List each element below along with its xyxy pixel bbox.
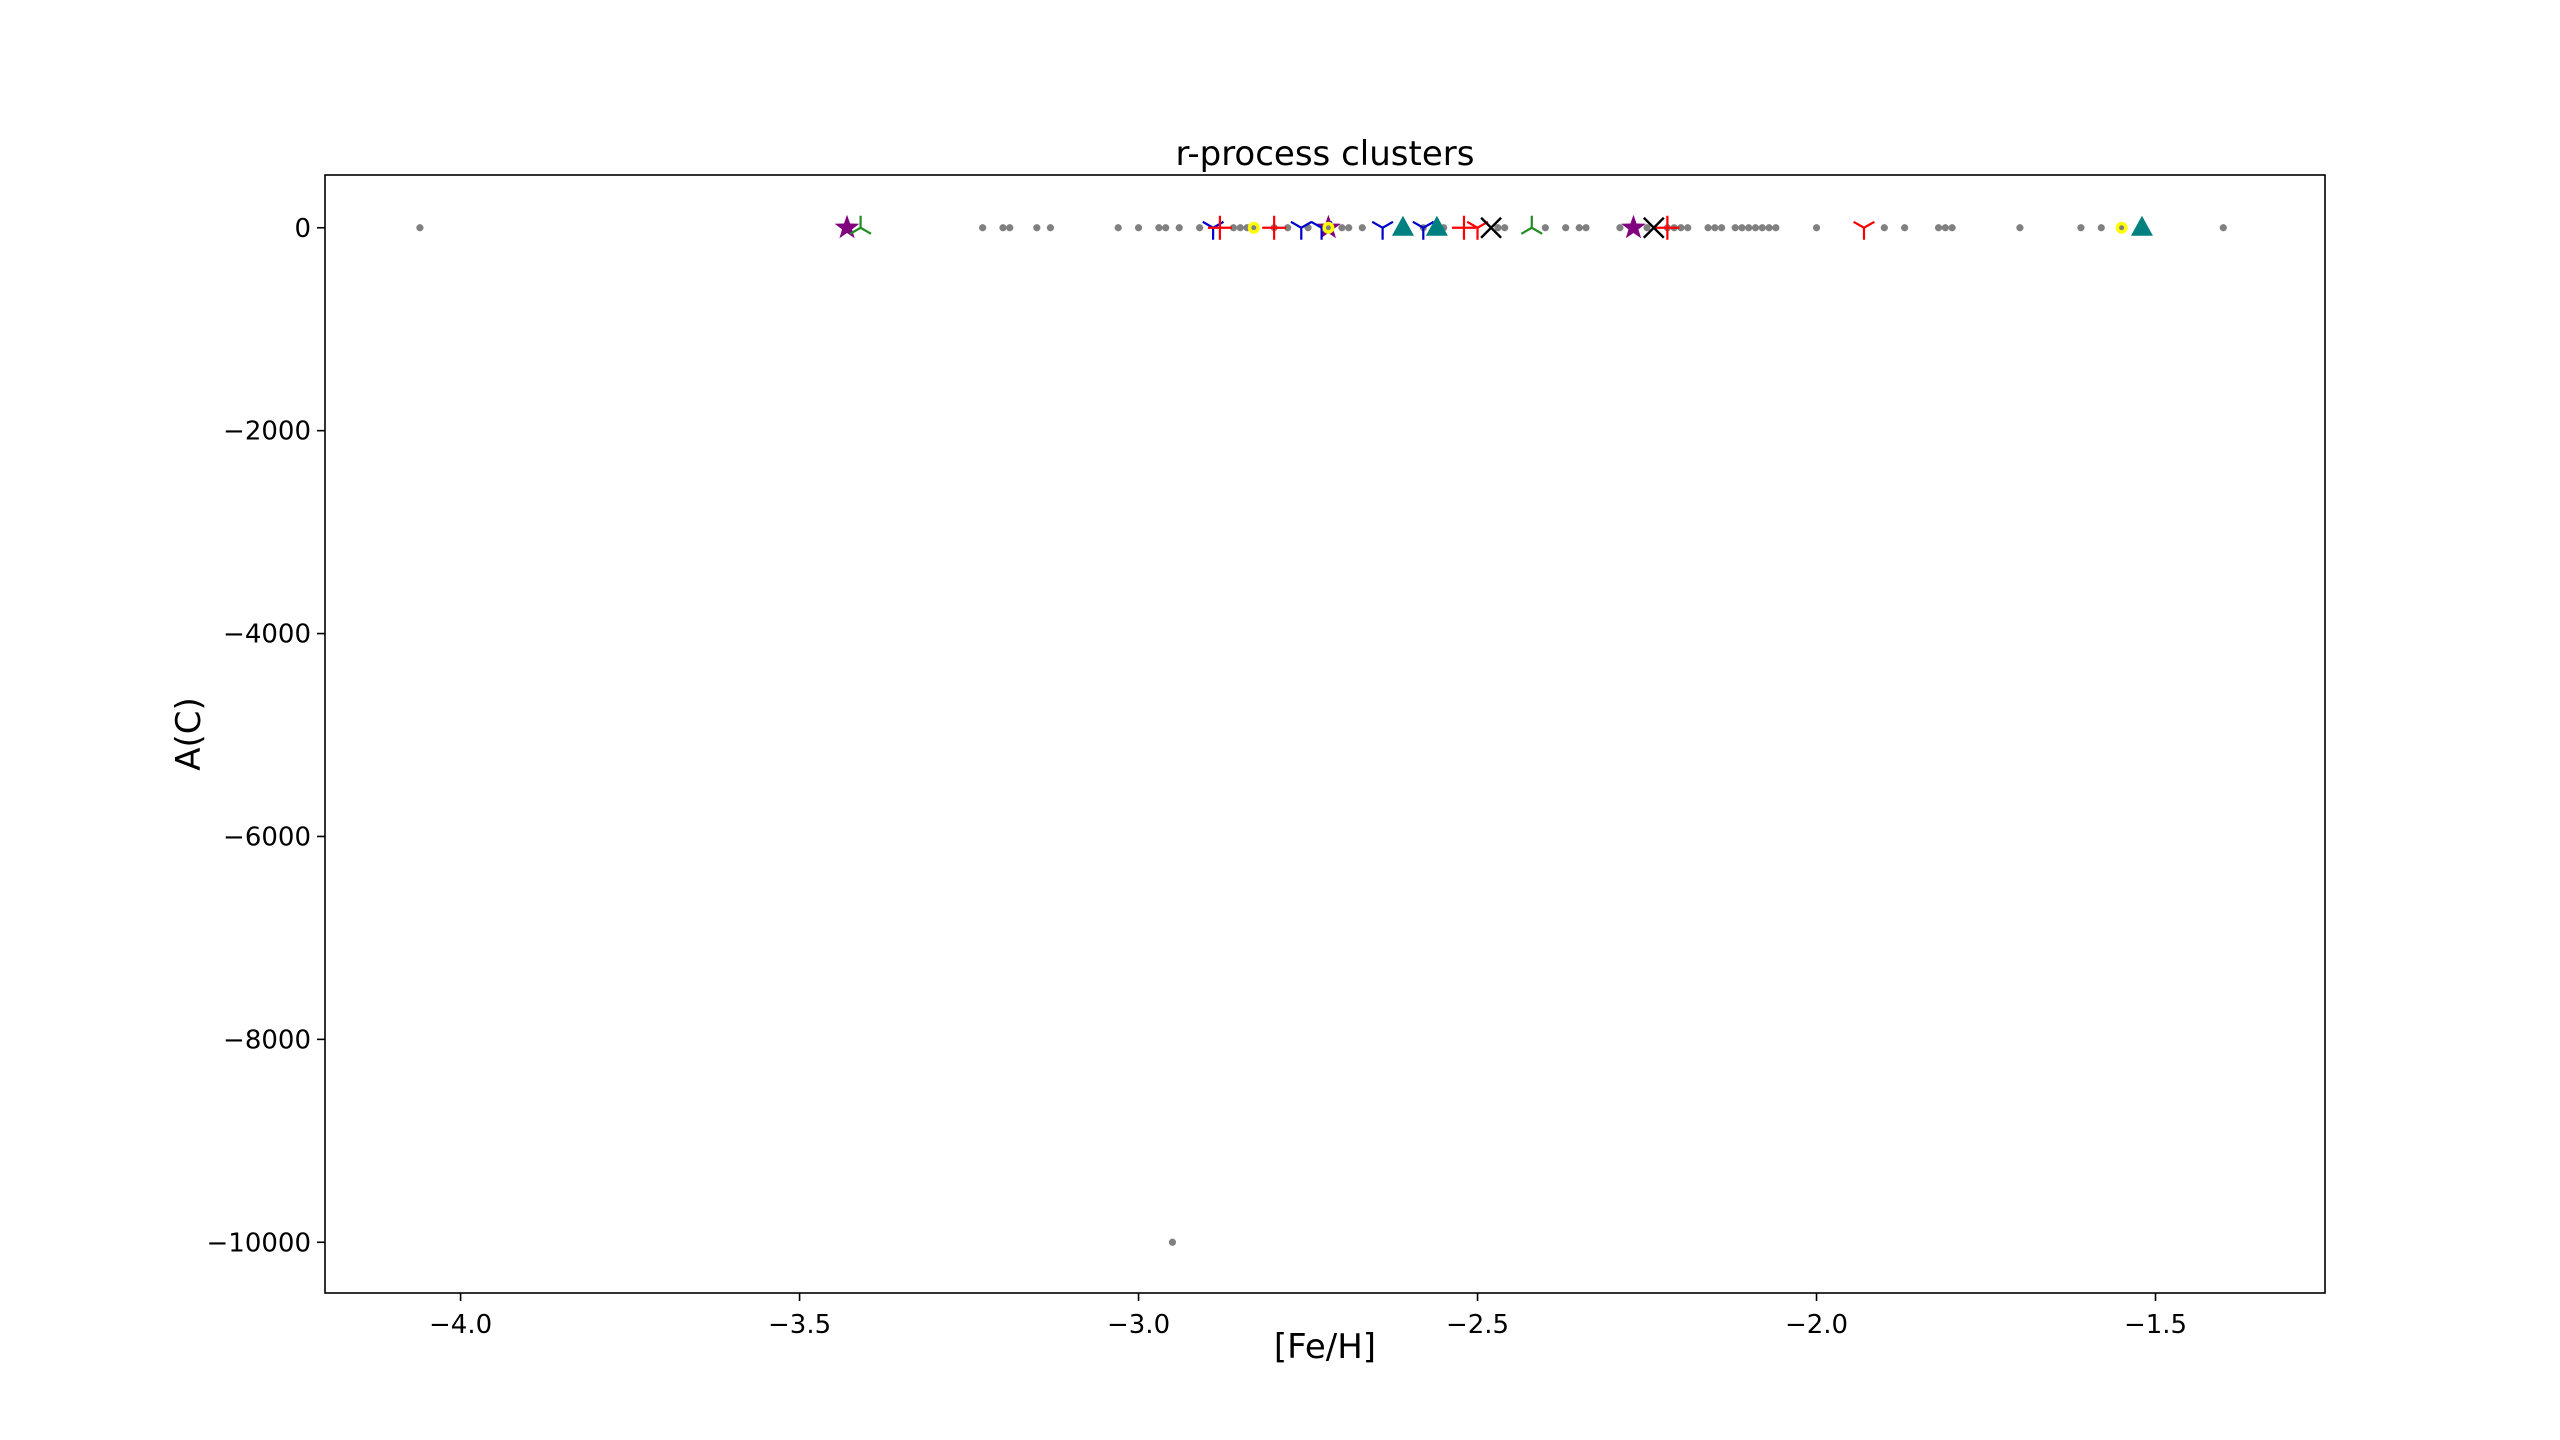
plot-area (416, 214, 2227, 1246)
data-point (1162, 224, 1170, 232)
data-point (1466, 220, 1489, 240)
x-tick-label: −3.0 (1107, 1310, 1170, 1340)
y-tick-label: −8000 (223, 1025, 311, 1055)
data-point (1236, 224, 1244, 232)
data-point (2097, 224, 2105, 232)
data-point (1934, 224, 1943, 232)
x-axis: −4.0 −3.5 −3.0 −2.5 −2.0 −1.5 (429, 1293, 2187, 1340)
x-tick-label: −1.5 (2124, 1310, 2187, 1340)
data-point (1006, 224, 1014, 232)
x-tick-label: −2.0 (1785, 1310, 1848, 1340)
data-point (1751, 224, 1760, 232)
data-point (1772, 224, 1780, 232)
data-point (1155, 224, 1163, 232)
data-point (1621, 214, 1646, 239)
data-point (416, 224, 424, 232)
x-tick-label: −4.0 (429, 1310, 492, 1340)
data-point (1541, 224, 1549, 232)
x-tick-label: −3.5 (768, 1310, 831, 1340)
data-point (1195, 224, 1204, 232)
data-point (1480, 216, 1502, 239)
data-point (1575, 224, 1583, 232)
data-point (1134, 224, 1143, 232)
y-axis: 0 −2000 −4000 −6000 −8000 −10000 (207, 214, 325, 1258)
data-point (1941, 224, 1949, 232)
data-point (2130, 215, 2153, 236)
data-point (1412, 220, 1435, 240)
data-point (1262, 215, 1287, 240)
data-point (1338, 224, 1346, 232)
x-axis-label: [Fe/H] (1274, 1327, 1376, 1367)
data-point (1046, 224, 1055, 232)
data-point (1168, 1238, 1177, 1246)
data-point-center (2119, 225, 2125, 231)
data-point (1290, 220, 1313, 240)
data-point (1391, 215, 1414, 236)
data-point (1704, 224, 1712, 232)
data-point (2219, 224, 2227, 232)
data-point (999, 224, 1007, 232)
data-point-center (1251, 225, 1257, 231)
data-point (849, 215, 872, 235)
data-point (1948, 224, 1956, 232)
data-point (1853, 220, 1875, 240)
data-point (1642, 216, 1665, 239)
data-point-center (1325, 225, 1331, 231)
data-point (1655, 215, 1680, 240)
data-point (1684, 224, 1692, 232)
data-point (1345, 224, 1353, 232)
data-point (1425, 215, 1448, 236)
data-point (1033, 224, 1041, 232)
data-point (1616, 224, 1624, 232)
data-point (1358, 224, 1366, 232)
data-point (1711, 224, 1719, 232)
data-point (1901, 224, 1909, 232)
data-point (1643, 224, 1651, 232)
y-tick-label: −10000 (207, 1228, 312, 1258)
data-point (1718, 224, 1726, 232)
data-point (979, 224, 987, 232)
data-point (1812, 224, 1821, 232)
data-point (1562, 224, 1570, 232)
data-point (1175, 224, 1183, 232)
data-point (1731, 224, 1739, 232)
data-point (1758, 224, 1766, 232)
y-tick-label: 0 (294, 214, 311, 244)
chart-title: r-process clusters (1176, 134, 1475, 174)
data-point (1229, 224, 1238, 232)
data-point (1451, 215, 1476, 240)
data-point (1284, 224, 1292, 232)
axes-frame (324, 174, 2326, 1294)
y-tick-label: −4000 (223, 620, 311, 650)
data-point (1114, 224, 1122, 232)
data-point (1738, 224, 1746, 232)
data-point (1745, 224, 1753, 232)
data-point (1207, 215, 1232, 240)
y-tick-label: −2000 (223, 417, 311, 447)
y-tick-label: −6000 (223, 822, 311, 852)
data-point (1880, 224, 1888, 232)
data-point (1582, 224, 1590, 232)
data-point (1520, 215, 1543, 235)
data-point (1371, 220, 1394, 240)
y-axis-label: A(C) (169, 697, 209, 771)
x-tick-label: −2.5 (1446, 1310, 1509, 1340)
data-point (1765, 224, 1773, 232)
data-point (2077, 224, 2085, 232)
data-point (1501, 224, 1509, 232)
data-point (1677, 224, 1685, 232)
data-point (834, 214, 860, 239)
data-point (2016, 224, 2024, 232)
data-point (1494, 224, 1502, 232)
